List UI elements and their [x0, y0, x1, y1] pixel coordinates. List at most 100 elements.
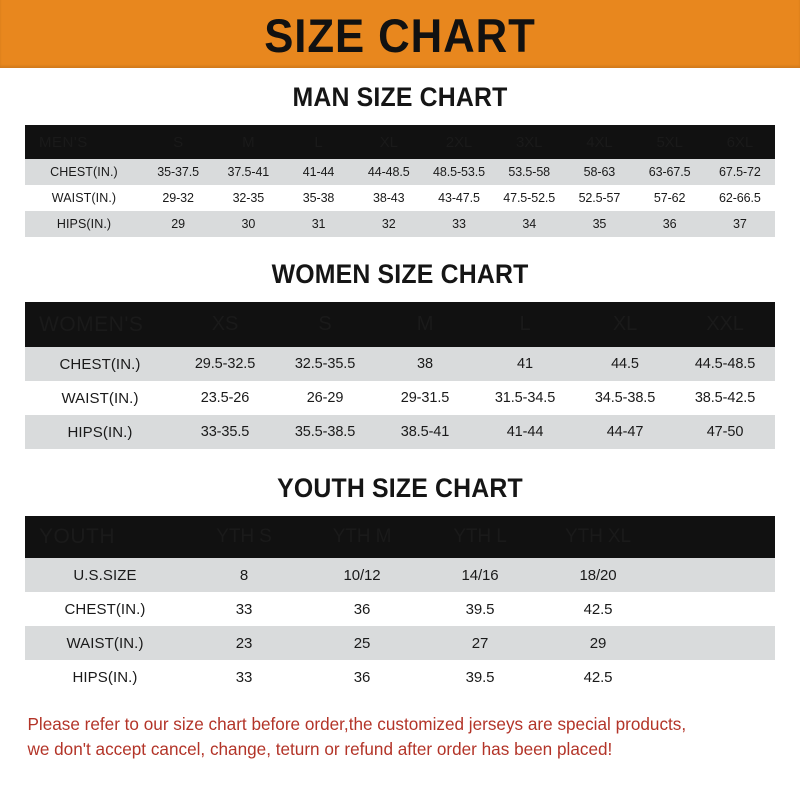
men-cell: 63-67.5	[648, 165, 691, 179]
youth-size-header: YTH M	[332, 526, 392, 547]
men-cell: 62-66.5	[719, 191, 761, 205]
youth-size-header: YTH S	[216, 526, 272, 547]
youth-table-head: YOUTH YTH S YTH M YTH L YTH XL	[25, 516, 775, 558]
women-size-header: M	[416, 313, 434, 335]
youth-cell: 23	[235, 634, 253, 652]
youth-header-spacer	[657, 516, 775, 558]
men-cell: 29	[171, 217, 185, 231]
men-table-head: MEN'S S M L XL 2XL 3XL 4XL 5XL 6XL	[25, 125, 775, 159]
youth-cell: 42.5	[583, 600, 613, 618]
youth-cell: 33	[235, 668, 253, 686]
youth-cell: 8	[239, 566, 249, 584]
women-cell: 47-50	[706, 424, 744, 440]
page-title: SIZE CHART	[264, 8, 536, 62]
women-size-header: XXL	[706, 313, 744, 335]
men-row-label: CHEST(IN.)	[50, 165, 118, 179]
women-table-body: CHEST(IN.) 29.5-32.5 32.5-35.5 38 41 44.5 44.5…	[25, 347, 775, 449]
table-row: HIPS(IN.) 33 36 39.5 42.5	[25, 660, 775, 694]
youth-header-label: YOUTH	[39, 525, 115, 548]
youth-header-row: YOUTH YTH S YTH M YTH L YTH XL	[25, 516, 775, 558]
men-cell: 32	[381, 217, 396, 231]
women-cell: 26-29	[306, 390, 344, 406]
youth-size-table: YOUTH YTH S YTH M YTH L YTH XL U.S.SIZE 8 10/…	[25, 516, 775, 694]
order-disclaimer: Please refer to our size chart before or…	[0, 712, 784, 763]
women-size-table: WOMEN'S XS S M L XL XXL CHEST(IN.) 29.5-32.5 32…	[25, 302, 775, 449]
youth-row-label: U.S.SIZE	[73, 566, 137, 584]
men-cell: 44-48.5	[367, 165, 410, 179]
youth-cell: 18/20	[579, 566, 617, 584]
women-size-header: XL	[612, 313, 638, 335]
women-cell: 23.5-26	[200, 390, 250, 406]
youth-cell-spacer	[657, 660, 775, 694]
men-cell: 30	[241, 217, 256, 231]
men-cell: 67.5-72	[719, 165, 761, 179]
men-header-label: MEN'S	[39, 133, 88, 151]
women-row-label: WAIST(IN.)	[61, 389, 139, 407]
men-cell: 43-47.5	[438, 191, 480, 205]
women-row-label: HIPS(IN.)	[67, 423, 133, 441]
women-row-label: CHEST(IN.)	[59, 355, 141, 373]
women-size-header: XS	[211, 313, 239, 335]
women-size-section: WOMEN SIZE CHART WOMEN'S XS S M L XL XXL CHES…	[0, 259, 800, 449]
men-row-label: WAIST(IN.)	[51, 191, 117, 205]
men-size-header: L	[314, 133, 323, 151]
men-size-header: M	[242, 133, 255, 151]
men-header-row: MEN'S S M L XL 2XL 3XL 4XL 5XL 6XL	[25, 125, 775, 159]
men-size-header: XL	[379, 133, 398, 151]
women-cell: 34.5-38.5	[594, 390, 656, 406]
table-row: HIPS(IN.) 29 30 31 32 33 34 35 36 37	[25, 211, 775, 237]
women-cell: 31.5-34.5	[494, 390, 556, 406]
men-cell: 36	[662, 217, 677, 231]
men-row-label: HIPS(IN.)	[56, 217, 112, 231]
men-size-table: MEN'S S M L XL 2XL 3XL 4XL 5XL 6XL CHEST(IN.) 35-…	[25, 125, 775, 237]
table-row: U.S.SIZE 8 10/12 14/16 18/20	[25, 558, 775, 592]
women-size-header: S	[318, 313, 332, 335]
table-row: CHEST(IN.) 33 36 39.5 42.5	[25, 592, 775, 626]
page-banner: SIZE CHART	[0, 0, 800, 68]
table-row: CHEST(IN.) 35-37.5 37.5-41 41-44 44-48.5 48.5…	[25, 159, 775, 185]
women-cell: 38.5-42.5	[694, 390, 756, 406]
youth-cell-spacer	[657, 592, 775, 626]
table-row: WAIST(IN.) 23 25 27 29	[25, 626, 775, 660]
men-size-section: MAN SIZE CHART MEN'S S M L XL 2XL 3XL 4XL 5XL 6X…	[0, 82, 800, 237]
men-cell: 37.5-41	[227, 165, 270, 179]
women-cell: 44-47	[606, 424, 644, 440]
women-header-label: WOMEN'S	[39, 312, 144, 336]
youth-cell: 39.5	[465, 668, 495, 686]
youth-table-body: U.S.SIZE 8 10/12 14/16 18/20 CHEST(IN.) 33 36 39…	[25, 558, 775, 694]
men-table-body: CHEST(IN.) 35-37.5 37.5-41 41-44 44-48.5 48.5…	[25, 159, 775, 237]
men-size-header: 5XL	[656, 133, 683, 151]
men-cell: 29-32	[162, 191, 194, 205]
women-cell: 44.5-48.5	[694, 356, 756, 372]
men-size-header: 6XL	[726, 133, 754, 151]
men-cell: 31	[311, 217, 326, 231]
table-row: HIPS(IN.) 33-35.5 35.5-38.5 38.5-41 41-44 44-…	[25, 415, 775, 449]
men-size-header: S	[173, 133, 184, 151]
youth-cell: 29	[589, 634, 607, 652]
disclaimer-line-1: Please refer to our size chart before or…	[27, 714, 687, 734]
men-cell: 48.5-53.5	[433, 165, 485, 179]
women-cell: 29.5-32.5	[194, 356, 256, 372]
men-cell: 35	[592, 217, 607, 231]
men-cell: 32-35	[232, 191, 265, 205]
youth-size-header: YTH XL	[565, 526, 631, 547]
men-cell: 38-43	[373, 191, 405, 205]
women-header-row: WOMEN'S XS S M L XL XXL	[25, 302, 775, 347]
men-cell: 34	[522, 217, 537, 231]
men-cell: 58-63	[583, 165, 616, 179]
men-cell: 41-44	[302, 165, 335, 179]
women-cell: 32.5-35.5	[294, 356, 356, 372]
disclaimer-line-2: we don't accept cancel, change, teturn o…	[27, 739, 613, 760]
table-row: WAIST(IN.) 23.5-26 26-29 29-31.5 31.5-34.5 34…	[25, 381, 775, 415]
youth-cell: 27	[471, 634, 489, 652]
women-size-header: L	[519, 313, 531, 335]
men-cell: 53.5-58	[508, 165, 551, 179]
youth-cell: 10/12	[343, 566, 381, 584]
youth-cell-spacer	[657, 558, 775, 592]
men-size-header: 2XL	[445, 133, 473, 151]
men-cell: 57-62	[653, 191, 686, 205]
men-cell: 35-37.5	[157, 165, 199, 179]
table-row: WAIST(IN.) 29-32 32-35 35-38 38-43 43-47.5 47.…	[25, 185, 775, 211]
women-cell: 41-44	[506, 424, 544, 440]
